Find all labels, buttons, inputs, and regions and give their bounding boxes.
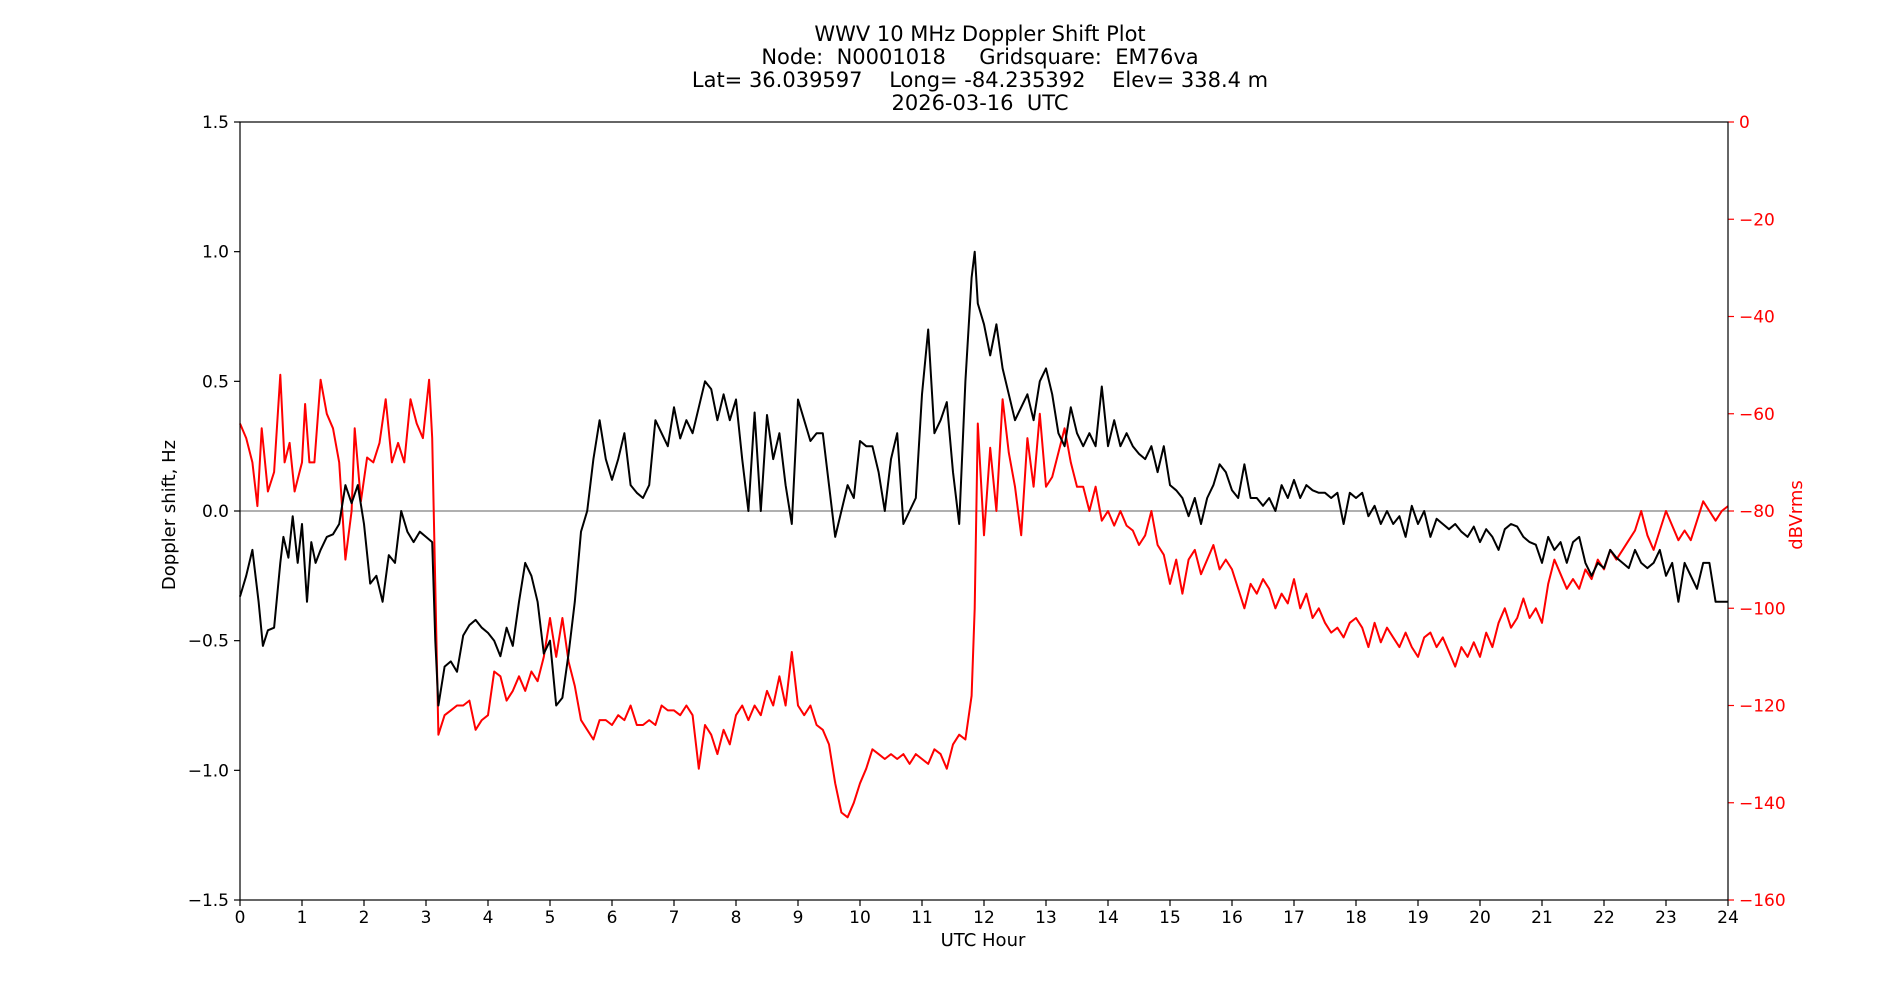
x-tick-label: 8 xyxy=(731,908,742,928)
y-tick-label: 0.5 xyxy=(202,372,229,392)
x-tick-label: 12 xyxy=(973,908,995,928)
y2-tick-label: 0 xyxy=(1739,113,1750,133)
x-tick-label: 19 xyxy=(1407,908,1429,928)
y-tick-label: −1.5 xyxy=(188,891,229,911)
x-tick-label: 0 xyxy=(235,908,246,928)
x-axis-label: UTC Hour xyxy=(941,930,1026,951)
y2-tick-label: −100 xyxy=(1739,599,1786,619)
x-tick-label: 22 xyxy=(1593,908,1615,928)
chart-title-line-3: Lat= 36.039597 Long= -84.235392 Elev= 33… xyxy=(691,68,1269,92)
x-tick-label: 14 xyxy=(1097,908,1119,928)
x-tick-label: 3 xyxy=(421,908,432,928)
x-tick-label: 13 xyxy=(1035,908,1057,928)
x-tick-label: 11 xyxy=(911,908,933,928)
y-tick-label: −1.0 xyxy=(188,761,229,781)
x-tick-label: 24 xyxy=(1717,908,1739,928)
x-tick-label: 23 xyxy=(1655,908,1677,928)
doppler-series-line xyxy=(239,250,1728,707)
x-tick-label: 10 xyxy=(849,908,871,928)
y-tick-label: 1.5 xyxy=(202,113,229,133)
y2-tick-label: −140 xyxy=(1739,794,1786,814)
y2-tick-label: −80 xyxy=(1739,502,1775,522)
x-tick-label: 9 xyxy=(793,908,804,928)
x-tick-label: 7 xyxy=(669,908,680,928)
x-axis: 0 1 2 3 4 5 6 7 8 9 10 11 12 13 14 15 16 17 18 19 20 21 22 23 24 xyxy=(235,900,1739,928)
x-tick-label: 1 xyxy=(297,908,308,928)
chart-title-line-1: WWV 10 MHz Doppler Shift Plot xyxy=(814,22,1146,46)
chart-title-line-2: Node: N0001018 Gridsquare: EM76va xyxy=(761,45,1199,69)
x-tick-label: 6 xyxy=(607,908,618,928)
y-axis-right: −160 −140 −120 −100 −80 −60 −40 −20 0 xyxy=(1728,113,1786,911)
y2-tick-label: −60 xyxy=(1739,405,1775,425)
y-tick-label: 0.0 xyxy=(202,502,229,522)
y-tick-label: 1.0 xyxy=(202,243,229,263)
y2-tick-label: −120 xyxy=(1739,697,1786,717)
x-tick-label: 5 xyxy=(545,908,556,928)
y2-tick-label: −40 xyxy=(1739,308,1775,328)
x-tick-label: 2 xyxy=(359,908,370,928)
x-tick-label: 21 xyxy=(1531,908,1553,928)
y-axis-left: −1.5 −1.0 −0.5 0.0 0.5 1.0 1.5 xyxy=(188,113,240,911)
plot-frame xyxy=(239,121,1729,901)
x-tick-label: 20 xyxy=(1469,908,1491,928)
y-tick-label: −0.5 xyxy=(188,632,229,652)
x-tick-label: 16 xyxy=(1221,908,1243,928)
y2-axis-label: dBVrms xyxy=(1786,480,1807,550)
y-axis-label: Doppler shift, Hz xyxy=(159,440,180,590)
y2-tick-label: −20 xyxy=(1739,210,1775,230)
series-layer xyxy=(239,250,1729,819)
y2-tick-label: −160 xyxy=(1739,891,1786,911)
chart-title-line-4: 2026-03-16 UTC xyxy=(891,91,1069,115)
x-tick-label: 15 xyxy=(1159,908,1181,928)
x-tick-label: 17 xyxy=(1283,908,1305,928)
x-tick-label: 4 xyxy=(483,908,494,928)
power-series-line xyxy=(239,373,1729,819)
x-tick-label: 18 xyxy=(1345,908,1367,928)
